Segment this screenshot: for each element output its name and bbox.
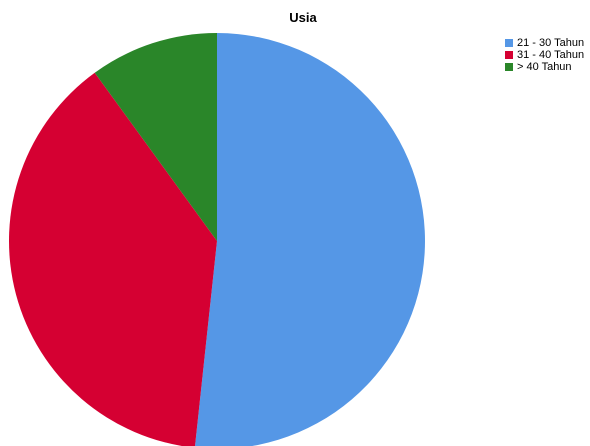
pie-slice-40-tahun xyxy=(94,33,217,241)
legend-label-31-40: 31 - 40 Tahun xyxy=(517,49,585,61)
legend-item-31-40: 31 - 40 Tahun xyxy=(505,49,584,61)
legend-swatch-21-30 xyxy=(505,39,513,47)
legend-label-21-30: 21 - 30 Tahun xyxy=(517,37,585,49)
legend-swatch-over-40 xyxy=(505,63,513,71)
legend-swatch-31-40 xyxy=(505,51,513,59)
pie-slice-31-40-tahun xyxy=(9,72,217,446)
pie-slices xyxy=(9,33,425,446)
legend-item-over-40: > 40 Tahun xyxy=(505,61,584,73)
legend-item-21-30: 21 - 30 Tahun xyxy=(505,37,584,49)
pie-slice-21-30-tahun xyxy=(195,33,425,446)
legend: 21 - 30 Tahun 31 - 40 Tahun > 40 Tahun xyxy=(505,37,584,73)
legend-label-over-40: > 40 Tahun xyxy=(517,61,572,73)
chart-title: Usia xyxy=(289,10,317,25)
